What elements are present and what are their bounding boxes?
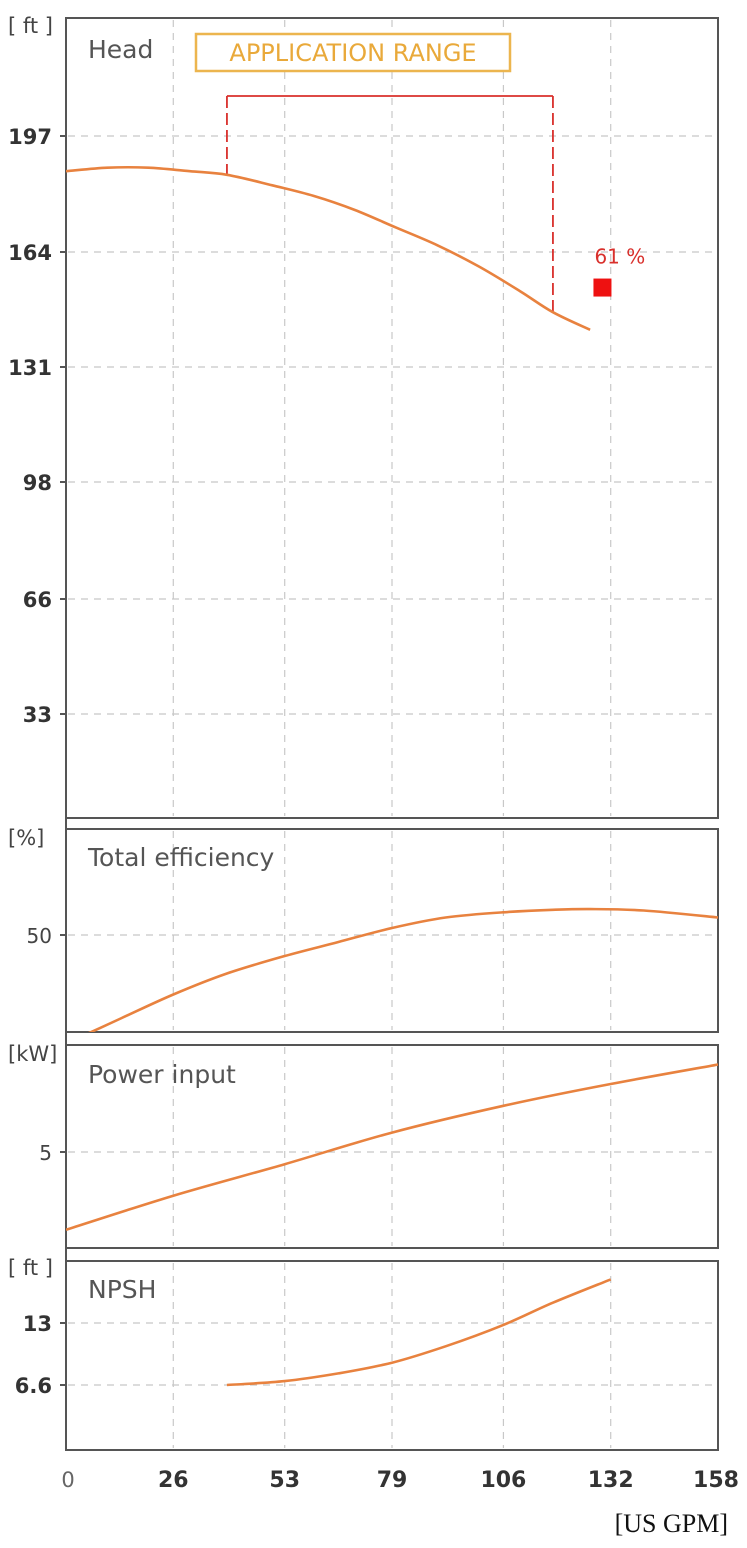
y-tick-label: 50 [27, 924, 52, 948]
npsh-title: NPSH [88, 1275, 156, 1304]
head-title: Head [88, 35, 153, 64]
y-tick-label: 6.6 [15, 1374, 52, 1398]
efficiency-unit-label: [%] [8, 826, 44, 850]
x-axis-unit: [US GPM] [615, 1509, 728, 1538]
efficiency-curve [88, 907, 718, 1032]
grid-layer [60, 20, 716, 1448]
y-tick-label: 33 [23, 703, 52, 727]
y-tick-label: 164 [8, 241, 52, 265]
head-curve [66, 165, 591, 331]
y-tick-label: 131 [8, 356, 52, 380]
y-tick-label: 5 [39, 1141, 52, 1165]
y-tick-label: 13 [23, 1312, 52, 1336]
x-tick-label: 79 [377, 1468, 408, 1493]
application-range-label: APPLICATION RANGE [229, 39, 476, 67]
x-tick-label: 106 [480, 1468, 526, 1493]
head-unit-label: [ ft ] [8, 14, 53, 38]
x-tick-labels: 0 26 53 79 106 132 158 [61, 1468, 739, 1493]
curves [66, 165, 718, 1387]
npsh-curve [226, 1278, 612, 1387]
power-curve [66, 1063, 718, 1232]
x-tick-label: 132 [588, 1468, 634, 1493]
y-tick-labels: 197 164 131 98 66 33 50 5 13 6.6 [8, 125, 52, 1398]
efficiency-marker-group: 61 % [593, 245, 645, 297]
application-range-box [194, 32, 512, 73]
x-tick-label: 53 [269, 1468, 300, 1493]
x-tick-label: 26 [158, 1468, 189, 1493]
y-tick-label: 98 [23, 471, 52, 495]
efficiency-marker-label: 61 % [594, 245, 645, 269]
efficiency-marker [593, 278, 612, 297]
application-range-bracket [226, 95, 554, 313]
y-tick-label: 66 [23, 588, 52, 612]
npsh-unit-label: [ ft ] [8, 1256, 53, 1280]
efficiency-title: Total efficiency [87, 843, 275, 872]
power-title: Power input [88, 1060, 236, 1089]
y-tick-label: 197 [8, 125, 52, 149]
x-tick-label: 158 [693, 1468, 739, 1493]
x-tick-label: 0 [61, 1468, 74, 1492]
power-unit-label: [kW] [8, 1042, 57, 1066]
